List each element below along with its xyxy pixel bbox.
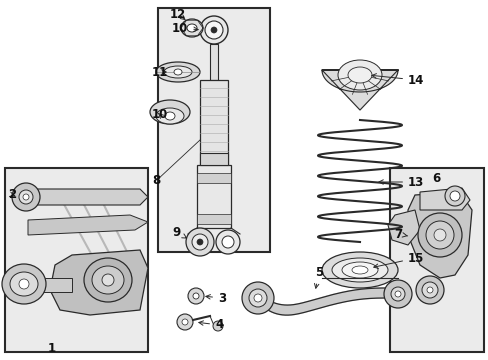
Text: 12: 12 [170,8,186,21]
Ellipse shape [193,293,199,299]
Ellipse shape [10,272,38,296]
Ellipse shape [415,276,443,304]
Ellipse shape [216,230,240,254]
Polygon shape [28,215,148,235]
Ellipse shape [433,229,445,241]
Bar [389,168,483,352]
Polygon shape [22,189,148,205]
Bar [5,168,148,352]
Bar [200,80,227,165]
Text: 8: 8 [152,174,160,186]
Bar [200,153,227,165]
Ellipse shape [347,67,371,83]
Ellipse shape [210,27,217,33]
Ellipse shape [204,21,223,39]
Ellipse shape [337,60,381,90]
Ellipse shape [12,183,40,211]
Bar [197,214,230,224]
Text: 6: 6 [431,171,439,184]
Polygon shape [50,250,148,315]
Ellipse shape [426,287,432,293]
Text: 15: 15 [373,252,424,269]
Ellipse shape [187,288,203,304]
Text: 1: 1 [48,342,56,355]
Ellipse shape [150,100,190,124]
Bar [197,165,230,228]
Ellipse shape [417,213,461,257]
Ellipse shape [197,239,203,245]
Text: 9: 9 [172,225,186,238]
Ellipse shape [174,69,182,75]
Ellipse shape [156,108,183,124]
Ellipse shape [421,282,437,298]
Ellipse shape [341,262,377,278]
Polygon shape [387,210,419,245]
Ellipse shape [248,289,266,307]
Ellipse shape [222,236,234,248]
Ellipse shape [156,62,200,82]
Text: 4: 4 [199,319,223,332]
Bar [197,173,230,183]
Text: 10: 10 [172,22,198,35]
Bar [158,8,269,252]
Ellipse shape [2,264,46,304]
Polygon shape [254,288,399,315]
Ellipse shape [321,252,397,288]
Ellipse shape [192,234,207,250]
Bar [209,44,218,80]
Bar [30,278,72,292]
Text: 13: 13 [378,175,424,189]
Ellipse shape [164,112,175,120]
Ellipse shape [177,314,193,330]
Ellipse shape [253,294,262,302]
Polygon shape [407,192,471,278]
Ellipse shape [181,19,203,37]
Polygon shape [321,70,397,110]
Text: 14: 14 [371,73,424,86]
Ellipse shape [182,319,187,325]
Ellipse shape [394,291,400,297]
Ellipse shape [242,282,273,314]
Ellipse shape [84,258,132,302]
Text: 3: 3 [205,292,225,305]
Polygon shape [419,188,469,210]
Ellipse shape [19,279,29,289]
Ellipse shape [163,66,192,78]
Ellipse shape [331,258,387,282]
Text: 7: 7 [393,228,407,240]
Text: 5: 5 [314,266,323,288]
Ellipse shape [444,186,464,206]
Ellipse shape [185,228,214,256]
Ellipse shape [425,221,453,249]
Text: 2: 2 [8,189,16,202]
Ellipse shape [390,287,404,301]
Ellipse shape [449,191,459,201]
Ellipse shape [102,274,114,286]
Ellipse shape [186,24,197,32]
Ellipse shape [200,16,227,44]
Text: 11: 11 [152,66,168,78]
Ellipse shape [23,194,29,200]
Ellipse shape [92,266,124,294]
Ellipse shape [213,321,223,331]
Ellipse shape [383,280,411,308]
Ellipse shape [351,266,367,274]
Text: 10: 10 [152,108,168,122]
Ellipse shape [19,190,33,204]
